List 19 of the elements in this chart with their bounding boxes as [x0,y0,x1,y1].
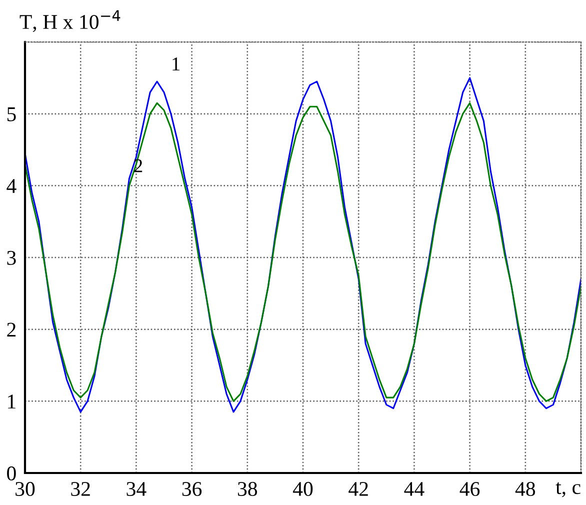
y-tick-label: 5 [7,107,16,122]
x-axis-title: t, c [556,482,580,498]
y-tick-label: 4 [6,179,16,193]
y-axis-title: T, H x 10$^{−4}$ [20,10,120,32]
series-label: 1 [172,58,180,70]
x-tick-label: 30 [16,482,35,496]
y-tick-label: 0 [7,466,16,480]
y-tick-label: 1 [8,394,16,408]
x-tick-label: 38 [238,482,258,496]
x-tick-label: 40 [292,482,313,496]
x-tick-label: 32 [71,482,90,496]
x-tick-label: 48 [515,482,536,496]
x-tick-label: 36 [182,482,202,496]
y-tick-label: 2 [7,322,16,337]
y-tick-label: 3 [7,250,16,265]
x-tick-label: 42 [348,482,368,496]
x-tick-label: 44 [404,482,424,496]
x-tick-label: 46 [460,482,480,496]
x-tick-label: 34 [126,482,146,496]
